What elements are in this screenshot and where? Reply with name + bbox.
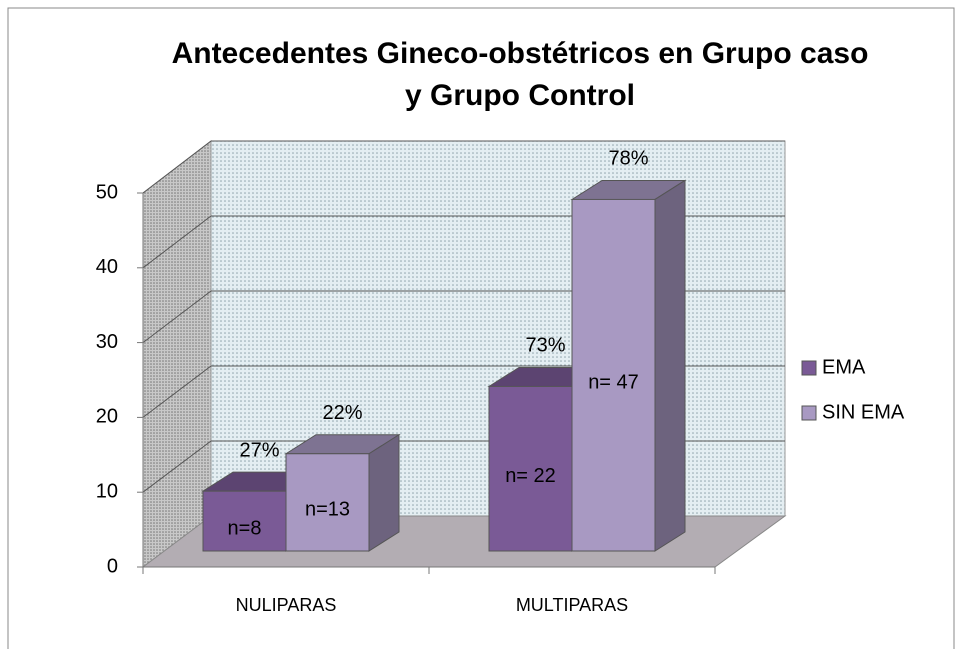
bar [285, 453, 370, 552]
percent-label: 27% [239, 439, 279, 461]
chart-title: Antecedentes Gineco-obstétricos en Grupo… [172, 37, 869, 70]
bar [488, 385, 573, 552]
legend-swatch [801, 405, 817, 421]
chart-border [7, 7, 955, 649]
y-tick-label: 20 [96, 406, 118, 428]
chart-title: y Grupo Control [405, 79, 635, 112]
grid-line [142, 290, 212, 343]
legend-label: SIN EMA [822, 401, 905, 423]
data-label: n= 47 [588, 372, 639, 394]
side-wall [142, 139, 212, 568]
data-label: n=8 [228, 517, 262, 539]
grid-line [142, 215, 212, 269]
x-tick-label: NULIPARAS [236, 595, 337, 615]
percent-label: 73% [525, 335, 565, 357]
y-tick-label: 0 [107, 555, 118, 577]
grid-line [142, 365, 212, 418]
data-label: n= 22 [505, 465, 556, 487]
legend-swatch [801, 360, 817, 376]
y-tick-label: 10 [96, 480, 118, 502]
bar [202, 490, 287, 552]
y-tick-label: 50 [96, 181, 118, 203]
y-tick-label: 40 [96, 256, 118, 278]
bar-side [368, 433, 400, 552]
bar-side [654, 179, 686, 552]
grid-line [142, 440, 212, 493]
legend-label: EMA [822, 356, 866, 378]
data-label: n=13 [305, 499, 350, 521]
grid-line [142, 140, 212, 194]
percent-label: 78% [608, 148, 648, 170]
bar [571, 198, 656, 552]
y-tick-label: 30 [96, 331, 118, 353]
percent-label: 22% [322, 402, 362, 424]
x-tick-label: MULTIPARAS [516, 595, 628, 615]
